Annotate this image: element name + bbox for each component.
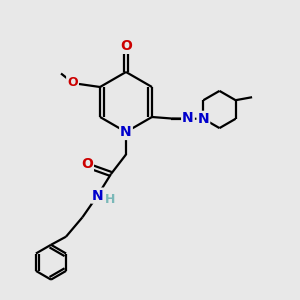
Text: N: N — [120, 125, 132, 139]
Text: O: O — [67, 76, 78, 89]
Text: O: O — [81, 158, 93, 171]
Text: N: N — [182, 112, 194, 125]
Text: O: O — [120, 39, 132, 53]
Text: N: N — [92, 189, 103, 202]
Text: H: H — [105, 193, 115, 206]
Text: N: N — [198, 112, 209, 126]
